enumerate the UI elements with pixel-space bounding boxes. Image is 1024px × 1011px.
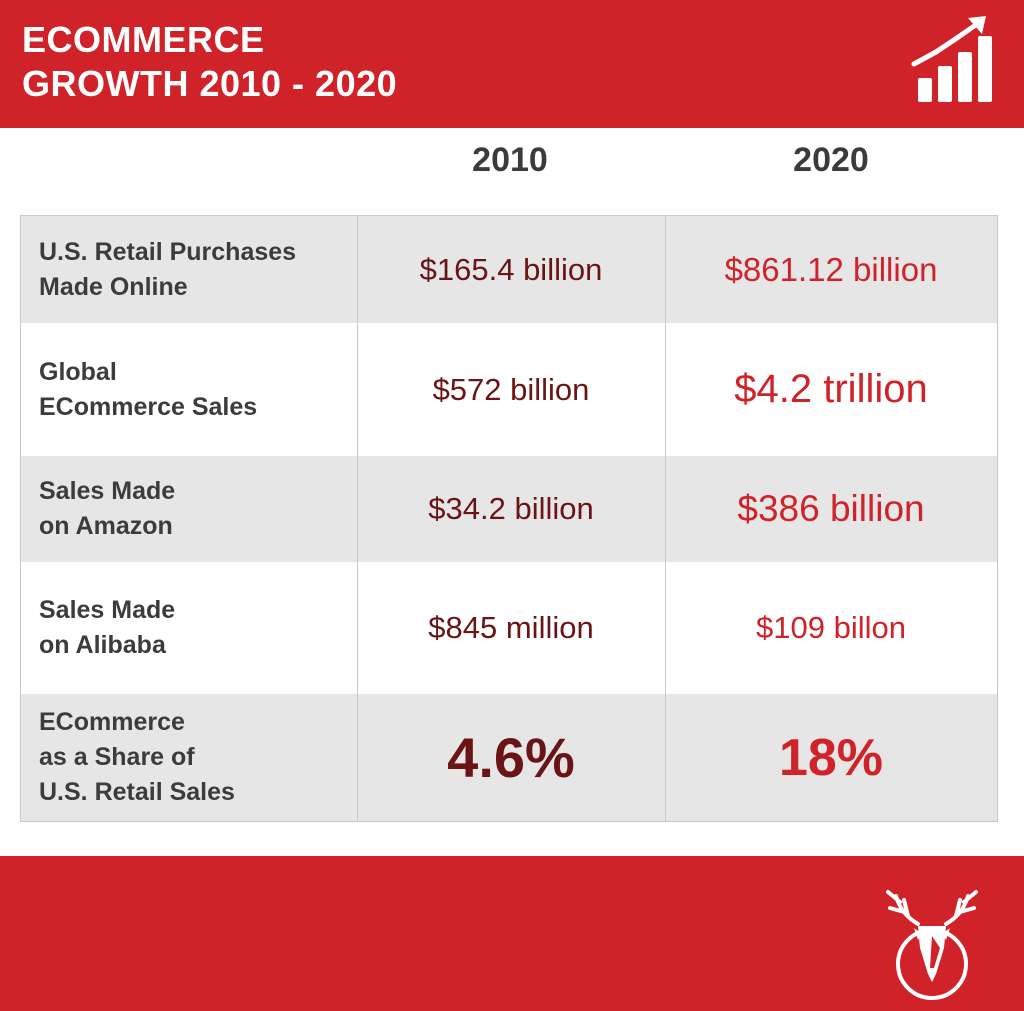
row-label-line: ECommerce <box>39 708 185 736</box>
table-row: ECommerce as a Share of U.S. Retail Sale… <box>21 694 997 821</box>
row-label-line: Sales Made <box>39 477 176 505</box>
value-2020: $109 billon <box>756 610 906 645</box>
value-2010: $572 billion <box>432 371 590 407</box>
column-header-2020: 2020 <box>793 141 869 179</box>
comparison-table: U.S. Retail Purchases Made Online $165.4… <box>20 215 998 822</box>
row-label-line: U.S. Retail Sales <box>39 778 235 806</box>
row-label-line: Sales Made <box>39 596 176 624</box>
title-line-1: ECOMMERCE <box>22 19 265 60</box>
row-label-line: on Alibaba <box>39 631 166 659</box>
value-2020: $4.2 trillion <box>734 367 928 411</box>
row-label: Global ECommerce Sales <box>21 323 357 456</box>
row-label-line: as a Share of <box>39 743 195 771</box>
bar-chart-growth-icon <box>911 16 992 102</box>
column-divider <box>357 216 358 821</box>
row-label: ECommerce as a Share of U.S. Retail Sale… <box>21 694 357 821</box>
row-label-line: ECommerce Sales <box>39 392 258 421</box>
row-label-line: Global <box>39 357 117 386</box>
row-label-line: Made Online <box>39 272 188 301</box>
page-title: ECOMMERCE GROWTH 2010 - 2020 <box>22 18 397 106</box>
table-row: Sales Made on Alibaba $845 million $109 … <box>21 562 997 694</box>
column-divider <box>665 216 666 821</box>
value-2020: $861.12 billion <box>724 250 938 288</box>
deer-head-logo-icon <box>886 890 978 1000</box>
value-2010: $165.4 billion <box>419 251 603 287</box>
value-2020: 18% <box>778 728 884 787</box>
value-2010: 4.6% <box>447 726 575 789</box>
value-2020: $386 billion <box>737 488 925 529</box>
row-label: Sales Made on Alibaba <box>21 562 357 694</box>
row-label: Sales Made on Amazon <box>21 456 357 562</box>
table-row: Global ECommerce Sales $572 billion $4.2… <box>21 323 997 456</box>
row-label-line: U.S. Retail Purchases <box>39 237 297 266</box>
value-2010: $845 million <box>428 610 594 645</box>
header-banner: ECOMMERCE GROWTH 2010 - 2020 <box>0 0 1024 128</box>
value-2010: $34.2 billion <box>428 491 594 526</box>
row-label: U.S. Retail Purchases Made Online <box>21 216 357 323</box>
table-row: Sales Made on Amazon $34.2 billion $386 … <box>21 456 997 562</box>
column-header-2010: 2010 <box>472 141 548 179</box>
table-row: U.S. Retail Purchases Made Online $165.4… <box>21 216 997 323</box>
title-line-2: GROWTH 2010 - 2020 <box>22 63 398 104</box>
footer-banner <box>0 856 1024 1011</box>
row-label-line: on Amazon <box>39 512 173 540</box>
